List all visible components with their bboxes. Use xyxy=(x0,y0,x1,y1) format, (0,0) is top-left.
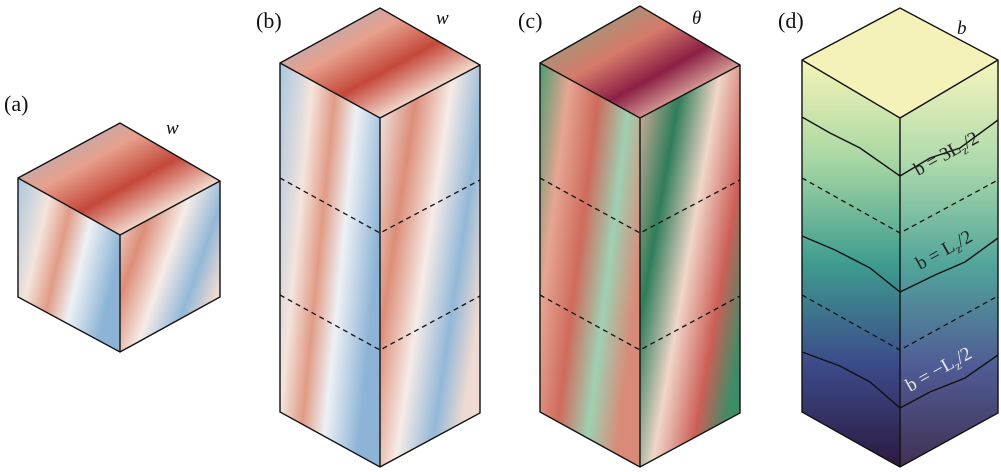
panel-label: (b) xyxy=(256,8,282,33)
face xyxy=(802,60,900,467)
face xyxy=(380,65,480,467)
face xyxy=(540,63,640,467)
variable-label: θ xyxy=(692,8,701,29)
panel-label: (c) xyxy=(518,8,542,33)
column-c xyxy=(540,6,740,467)
panel-label: (d) xyxy=(778,8,804,33)
variable-label: w xyxy=(166,118,179,139)
panel-label: (a) xyxy=(4,91,28,116)
face xyxy=(280,63,380,467)
face xyxy=(900,60,998,467)
cube-a xyxy=(18,123,220,352)
variable-label: b xyxy=(957,18,967,39)
figure: (a) w (b) w (c) θ (d) b b = 3Lz/2 b = Lz… xyxy=(0,0,1001,472)
column-b xyxy=(280,8,480,467)
variable-label: w xyxy=(436,8,449,29)
face xyxy=(640,65,740,467)
